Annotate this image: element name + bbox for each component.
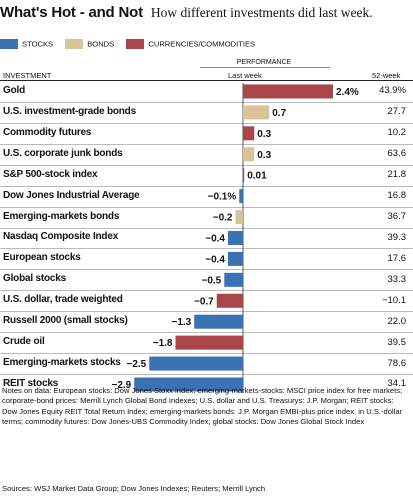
legend-swatch-bonds — [65, 39, 84, 49]
row-separator — [0, 164, 413, 166]
category-label: U.S. corporate junk bonds — [3, 147, 123, 159]
category-label: REIT stocks — [3, 377, 59, 389]
row-separator — [0, 227, 413, 229]
week52-value: 39.5 — [387, 336, 407, 348]
bar — [194, 314, 243, 329]
category-label: Gold — [3, 84, 25, 96]
bar-value-label: −0.4 — [205, 254, 225, 265]
last-week-column-header: Last week — [228, 71, 262, 80]
notes: Notes on data: European stocks: Dow Jone… — [2, 386, 403, 427]
week52-value: 21.8 — [387, 169, 407, 181]
bar-value-label: 0.7 — [272, 108, 286, 119]
bar — [224, 272, 243, 287]
sources: Sources: WSJ Market Data Group; Dow Jone… — [2, 484, 266, 493]
legend-label-stocks: STOCKS — [22, 39, 54, 49]
legend-item-stocks: STOCKS — [0, 39, 53, 49]
week52-value: −10.1 — [381, 294, 406, 306]
row-separator — [0, 374, 413, 376]
legend-item-commodities: CURRENCIES/COMMODITIES — [126, 39, 255, 49]
category-label: U.S. dollar, trade weighted — [3, 294, 123, 306]
category-label: Commodity futures — [3, 126, 92, 138]
bar-value-label: 2.4% — [336, 87, 359, 98]
bar — [243, 84, 333, 99]
row-separator — [0, 122, 413, 124]
bar — [235, 210, 243, 225]
legend-label-commodities: CURRENCIES/COMMODITIES — [148, 39, 256, 49]
bar — [216, 293, 243, 308]
bar — [149, 356, 243, 371]
week52-value: 43.9% — [379, 85, 406, 97]
week52-value: 16.8 — [387, 190, 407, 202]
row-separator — [0, 332, 413, 334]
row-separator — [0, 311, 413, 313]
bar — [243, 126, 255, 141]
bar — [228, 251, 243, 266]
bar-value-label: 0.01 — [247, 171, 267, 182]
title-line: What's Hot - and Not How different invest… — [0, 4, 373, 22]
chart-title: What's Hot - and Not — [0, 4, 143, 21]
bar-value-label: −1.3 — [172, 317, 192, 328]
week52-value: 34.1 — [387, 378, 407, 390]
bar-value-label: −0.2 — [213, 213, 233, 224]
bar-value-label: −1.8 — [153, 338, 173, 349]
bar — [228, 230, 243, 245]
investment-column-header: INVESTMENT — [3, 71, 52, 80]
bar — [175, 335, 243, 350]
category-label: Global stocks — [3, 273, 66, 285]
bar-value-label: −0.1% — [208, 192, 237, 203]
performance-header: PERFORMANCE — [236, 59, 292, 66]
row-separator — [0, 290, 413, 292]
week52-value: 63.6 — [387, 148, 407, 160]
category-label: Nasdaq Composite Index — [3, 231, 119, 243]
chart-subtitle: How different investments did last week. — [150, 5, 373, 20]
bar — [243, 168, 245, 183]
bar-value-label: −0.4 — [205, 233, 225, 244]
week52-value: 39.3 — [387, 231, 407, 243]
row-separator — [0, 353, 413, 355]
legend-item-bonds: BONDS — [65, 39, 114, 49]
category-label: Crude oil — [3, 336, 45, 348]
week52-value: 27.7 — [387, 106, 407, 118]
category-label: Emerging-markets bonds — [3, 210, 120, 222]
legend-swatch-commodities — [126, 39, 145, 49]
category-label: Emerging-markets stocks — [3, 357, 121, 369]
row-separator — [0, 269, 413, 271]
week52-value: 10.2 — [387, 127, 407, 139]
bar — [239, 189, 243, 204]
52-week-column-header: 52-week — [372, 71, 401, 80]
week52-value: 36.7 — [387, 211, 407, 223]
bar-value-label: −2.5 — [127, 359, 147, 370]
row-separator — [0, 185, 413, 187]
week52-value: 33.3 — [387, 273, 407, 285]
bar — [134, 377, 243, 392]
performance-header-rule — [200, 67, 330, 68]
header-rule — [0, 80, 413, 81]
row-separator — [0, 101, 413, 103]
category-label: S&P 500-stock index — [3, 168, 98, 180]
category-label: U.S. investment-grade bonds — [3, 105, 136, 117]
week52-value: 17.6 — [387, 252, 407, 264]
category-label: Dow Jones Industrial Average — [3, 189, 140, 201]
category-label: Russell 2000 (small stocks) — [3, 315, 128, 327]
bar-value-label: 0.3 — [257, 129, 271, 140]
bar-value-label: −0.5 — [202, 275, 222, 286]
row-separator — [0, 248, 413, 250]
bar-value-label: −2.9 — [112, 380, 132, 391]
week52-value: 22.0 — [387, 315, 407, 327]
week52-value: 78.6 — [387, 357, 407, 369]
row-separator — [0, 143, 413, 145]
legend: STOCKS BONDS CURRENCIES/COMMODITIES — [0, 39, 265, 49]
category-label: European stocks — [3, 252, 81, 264]
bar — [243, 105, 270, 120]
legend-label-bonds: BONDS — [87, 39, 115, 49]
bar — [243, 147, 255, 162]
row-separator — [0, 206, 413, 208]
bar-value-label: 0.3 — [257, 150, 271, 161]
bar-value-label: −0.7 — [194, 296, 214, 307]
legend-swatch-stocks — [0, 39, 18, 49]
